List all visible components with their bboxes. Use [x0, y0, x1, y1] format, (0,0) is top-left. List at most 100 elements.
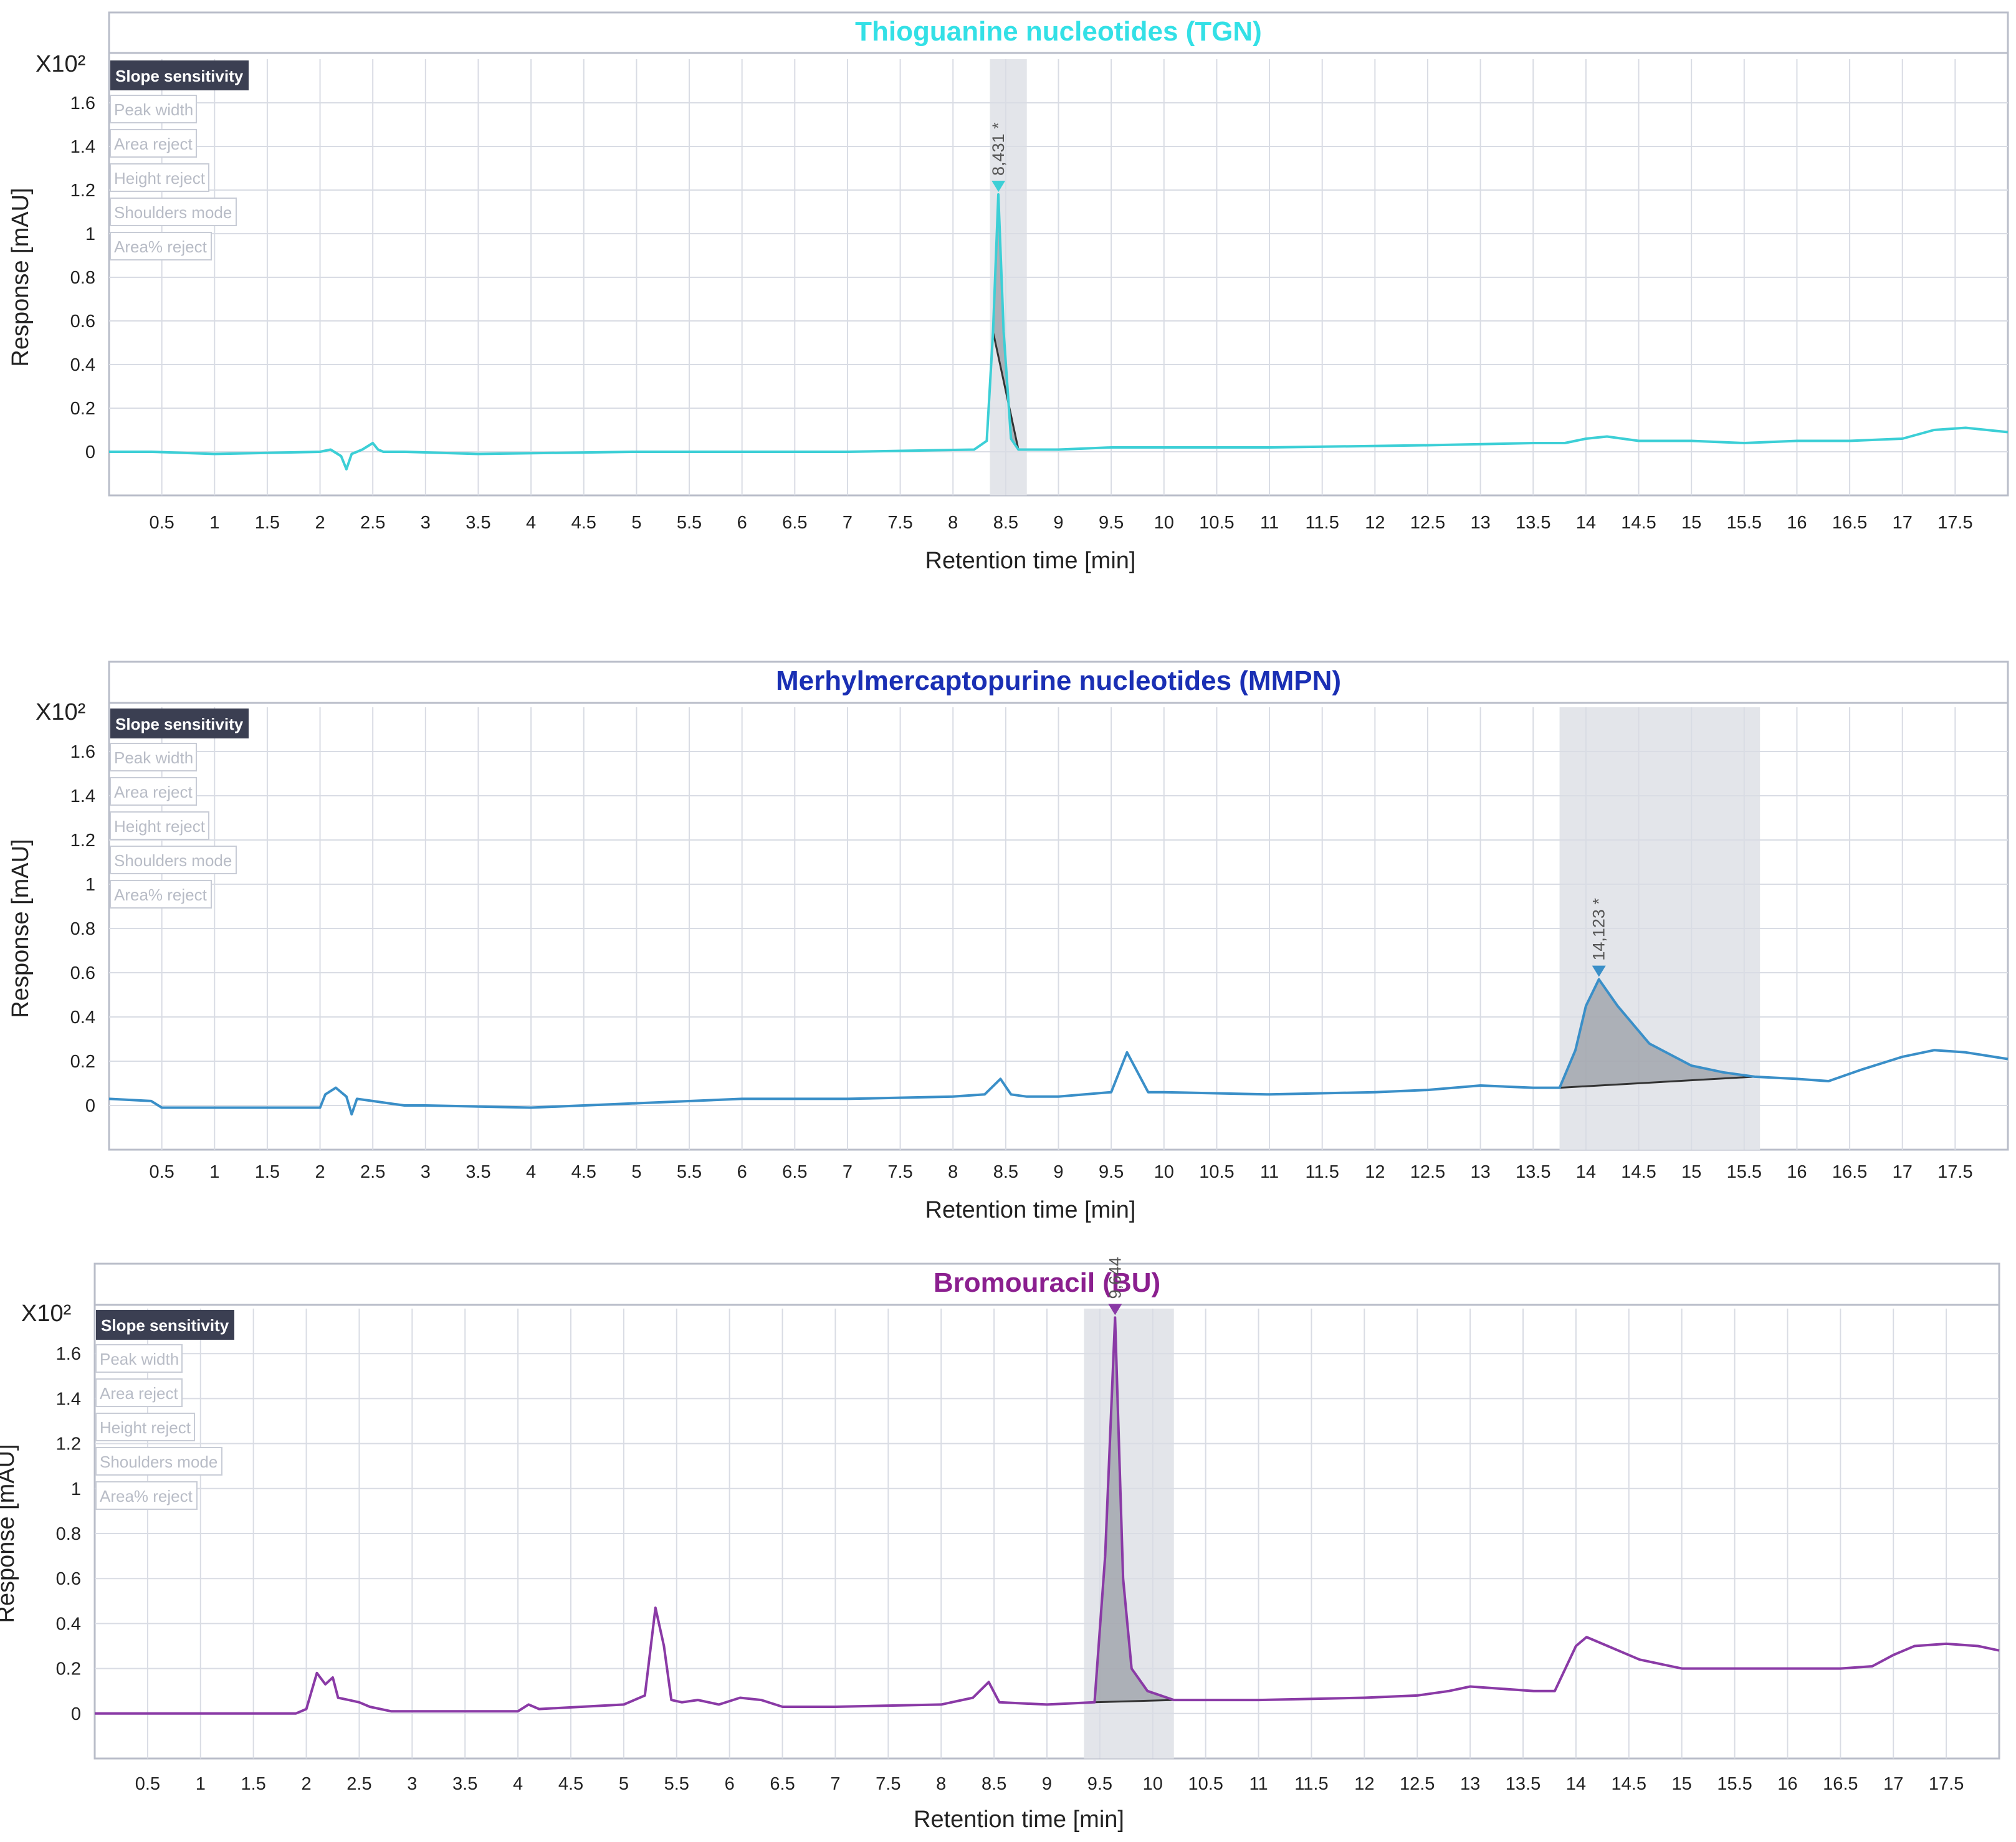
- bu-x-tick-label: 3.5: [452, 1774, 477, 1794]
- tgn-peak-marker: [991, 181, 1006, 192]
- bu-option-button[interactable]: [95, 1481, 198, 1510]
- tgn-x-tick-label: 16.5: [1832, 513, 1867, 533]
- tgn-y-scale-label: X10²: [36, 51, 85, 77]
- tgn-x-tick-label: 13: [1470, 513, 1490, 533]
- tgn-x-tick-label: 8.5: [993, 513, 1018, 533]
- bu-peak-label: 9,644 *: [1106, 1253, 1124, 1299]
- mmpn-x-tick-label: 14.5: [1621, 1162, 1656, 1182]
- mmpn-x-tick-label: 14: [1576, 1162, 1596, 1182]
- mmpn-option-button[interactable]: [110, 880, 212, 909]
- bu-x-tick-label: 7.5: [876, 1774, 901, 1794]
- bu-x-tick-label: 8: [936, 1774, 946, 1794]
- mmpn-x-tick-label: 15.5: [1727, 1162, 1762, 1182]
- bu-y-tick-label: 0.2: [56, 1659, 81, 1679]
- mmpn-option-button[interactable]: [110, 777, 197, 806]
- mmpn-x-tick-label: 17: [1893, 1162, 1913, 1182]
- mmpn-slope-sensitivity-label: Slope sensitivity: [115, 715, 244, 733]
- tgn-y-tick-label: 0.4: [70, 355, 95, 375]
- mmpn-x-tick-label: 12: [1365, 1162, 1385, 1182]
- tgn-x-tick-label: 10: [1154, 513, 1174, 533]
- mmpn-x-tick-label: 17.5: [1937, 1162, 1972, 1182]
- mmpn-x-tick-label: 1.5: [255, 1162, 280, 1182]
- tgn-option-label: Height reject: [114, 169, 206, 188]
- tgn-x-tick-label: 2.5: [360, 513, 385, 533]
- tgn-option-button[interactable]: [110, 95, 197, 123]
- tgn-y-tick-label: 0.6: [70, 312, 95, 332]
- mmpn-y-tick-label: 1.2: [70, 831, 95, 851]
- tgn-slope-sensitivity-button[interactable]: [110, 60, 249, 90]
- mmpn-x-tick-label: 1: [209, 1162, 219, 1182]
- bu-x-tick-label: 17: [1883, 1774, 1903, 1794]
- tgn-x-tick-label: 14: [1576, 513, 1596, 533]
- tgn-y-tick-label: 1.2: [70, 181, 95, 201]
- mmpn-x-tick-label: 7: [843, 1162, 853, 1182]
- tgn-x-tick-label: 12: [1365, 513, 1385, 533]
- tgn-x-tick-label: 7: [843, 513, 853, 533]
- mmpn-option-button[interactable]: [110, 846, 237, 874]
- mmpn-y-tick-label: 1.4: [70, 786, 95, 806]
- mmpn-x-tick-label: 10: [1154, 1162, 1174, 1182]
- tgn-y-tick-label: 0: [85, 442, 95, 462]
- tgn-peak-area: [993, 194, 1019, 450]
- bu-x-tick-label: 11: [1249, 1774, 1268, 1794]
- tgn-x-tick-label: 6.5: [782, 513, 807, 533]
- mmpn-x-tick-label: 4: [526, 1162, 536, 1182]
- tgn-x-tick-label: 10.5: [1199, 513, 1234, 533]
- bu-x-tick-label: 4.5: [558, 1774, 583, 1794]
- tgn-peak-baseline: [992, 332, 1020, 450]
- tgn-x-tick-label: 8: [948, 513, 958, 533]
- bu-option-button[interactable]: [95, 1413, 195, 1441]
- tgn-option-label: Area% reject: [114, 237, 208, 256]
- bu-x-tick-label: 2.5: [346, 1774, 371, 1794]
- mmpn-x-tick-label: 16: [1787, 1162, 1807, 1182]
- bu-y-tick-label: 0.6: [56, 1569, 81, 1589]
- bu-option-label: Shoulders mode: [100, 1453, 217, 1471]
- tgn-x-tick-label: 11.5: [1306, 513, 1339, 533]
- bu-option-label: Area reject: [100, 1384, 178, 1403]
- chart-panel-tgn: Thioguanine nucleotides (TGN) Slope sensi…: [0, 0, 2016, 623]
- tgn-x-tick-label: 12.5: [1410, 513, 1445, 533]
- bu-trace-line: [95, 1316, 2000, 1715]
- bu-option-button[interactable]: [95, 1344, 183, 1373]
- bu-y-tick-label: 0.4: [56, 1614, 81, 1634]
- tgn-y-tick-label: 1.4: [70, 137, 95, 157]
- tgn-x-tick-label: 3.5: [466, 513, 490, 533]
- bu-y-tick-label: 1.2: [56, 1434, 81, 1454]
- mmpn-option-button[interactable]: [110, 743, 197, 771]
- mmpn-slope-sensitivity-button[interactable]: [110, 709, 249, 738]
- bu-x-tick-label: 15: [1672, 1774, 1692, 1794]
- bu-peak-baseline: [1094, 1699, 1174, 1704]
- bu-slope-sensitivity-button[interactable]: [96, 1310, 234, 1340]
- mmpn-y-tick-label: 0.6: [70, 963, 95, 983]
- bu-y-axis-label: Response [mAU]: [0, 1444, 19, 1623]
- tgn-x-tick-label: 1.5: [255, 513, 280, 533]
- bu-y-tick-label: 0.8: [56, 1524, 81, 1544]
- mmpn-x-tick-label: 8: [948, 1162, 958, 1182]
- mmpn-option-label: Height reject: [114, 817, 206, 836]
- tgn-x-tick-label: 1: [209, 513, 219, 533]
- tgn-option-button[interactable]: [110, 198, 237, 226]
- tgn-x-tick-label: 6: [737, 513, 747, 533]
- bu-x-tick-label: 16.5: [1823, 1774, 1858, 1794]
- bu-x-tick-label: 2: [301, 1774, 311, 1794]
- tgn-x-tick-label: 15: [1681, 513, 1701, 533]
- mmpn-x-tick-label: 0.5: [149, 1162, 174, 1182]
- bu-x-tick-label: 6: [725, 1774, 735, 1794]
- tgn-option-button[interactable]: [110, 232, 212, 260]
- mmpn-option-button[interactable]: [110, 811, 209, 840]
- bu-x-tick-label: 11.5: [1294, 1774, 1328, 1794]
- tgn-x-tick-label: 5: [631, 513, 641, 533]
- tgn-option-button[interactable]: [110, 129, 197, 158]
- bu-option-button[interactable]: [95, 1378, 183, 1407]
- bu-x-tick-label: 8.5: [982, 1774, 1006, 1794]
- bu-x-tick-label: 17.5: [1929, 1774, 1964, 1794]
- tgn-y-tick-label: 0.8: [70, 268, 95, 288]
- mmpn-x-tick-label: 2.5: [360, 1162, 385, 1182]
- tgn-x-tick-label: 9.5: [1099, 513, 1124, 533]
- bu-x-tick-label: 6.5: [770, 1774, 795, 1794]
- mmpn-y-tick-label: 0.8: [70, 919, 95, 939]
- tgn-x-tick-label: 4: [526, 513, 536, 533]
- bu-option-button[interactable]: [95, 1447, 222, 1476]
- bu-x-tick-label: 5: [619, 1774, 629, 1794]
- tgn-option-button[interactable]: [110, 163, 209, 192]
